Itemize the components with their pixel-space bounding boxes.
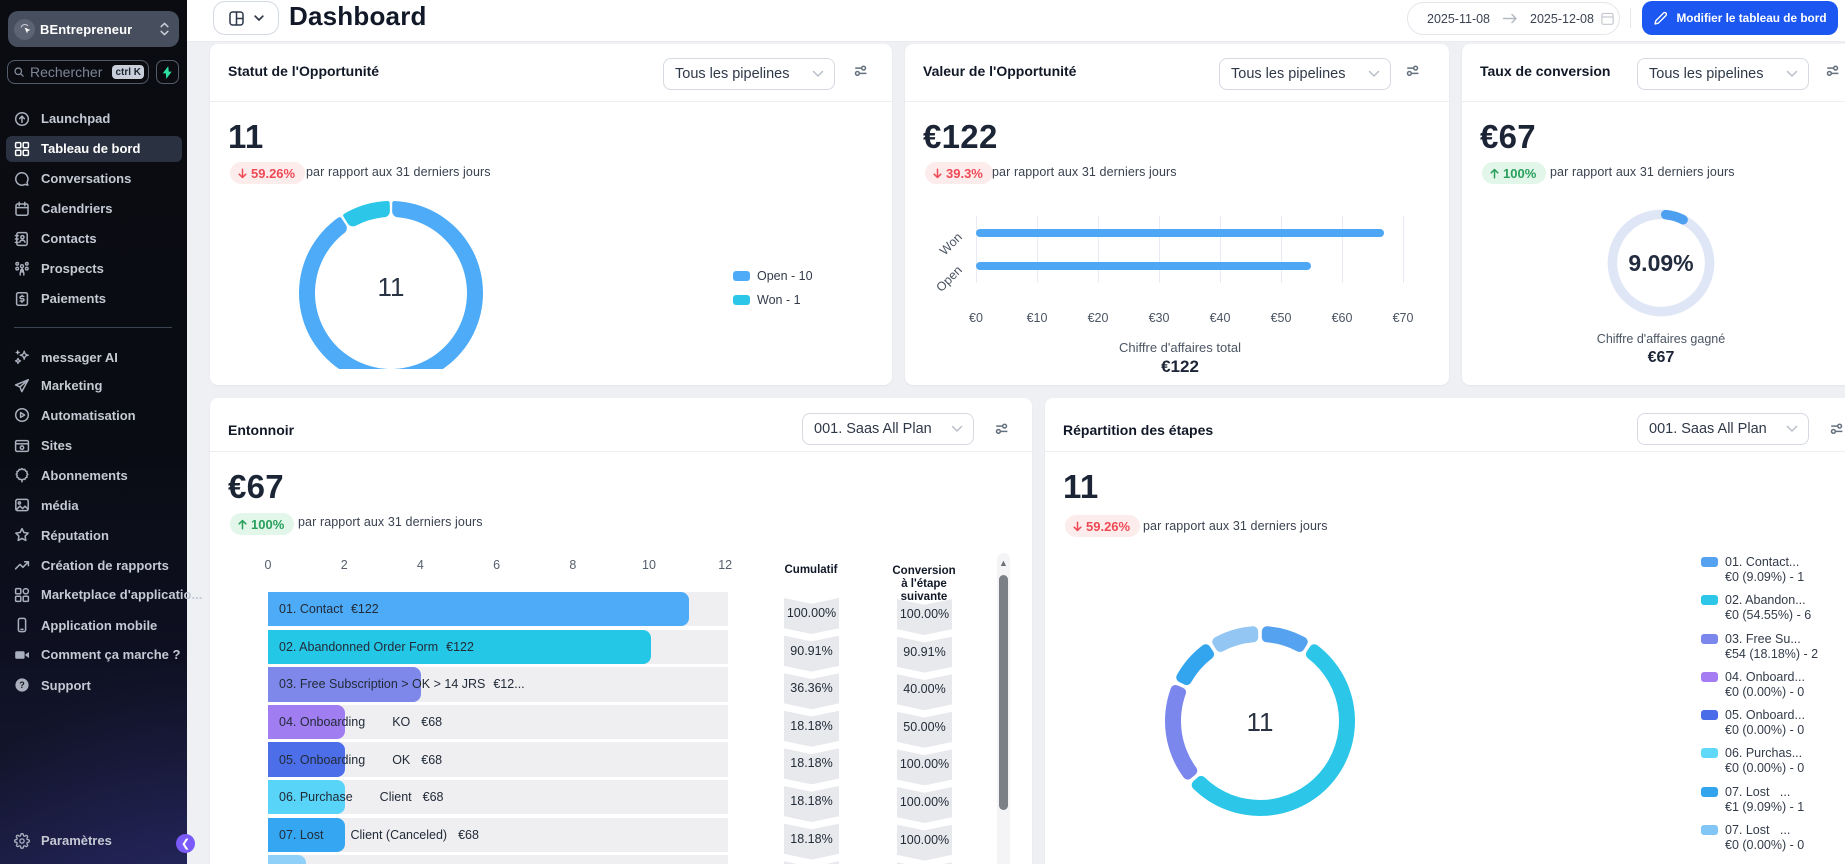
svg-text:?: ?: [19, 680, 25, 690]
